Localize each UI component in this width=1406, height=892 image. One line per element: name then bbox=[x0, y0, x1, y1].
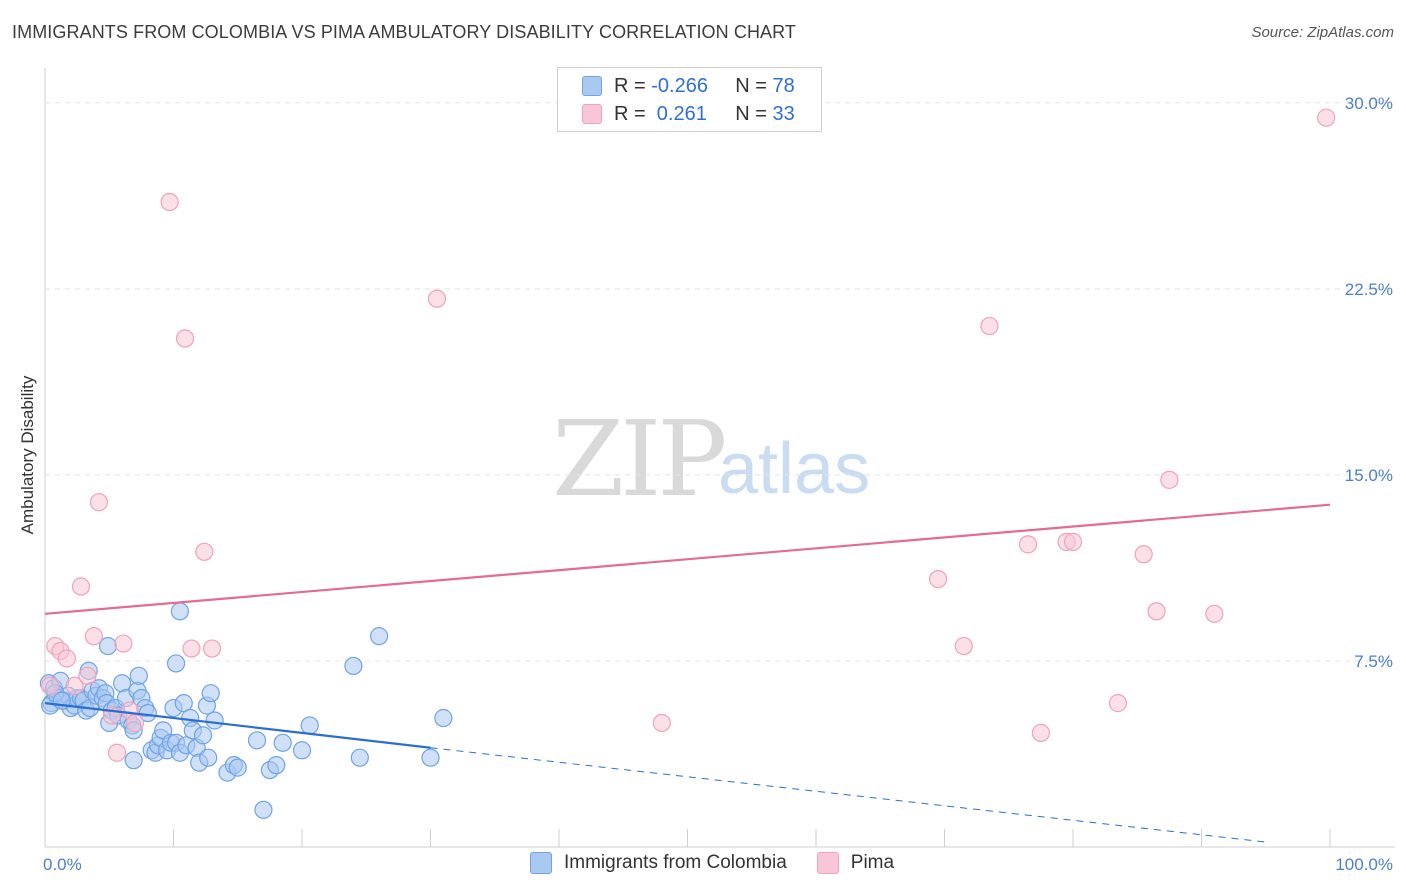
trendline-colombia-extension bbox=[430, 747, 1266, 843]
source-label: Source: ZipAtlas.com bbox=[1251, 24, 1394, 41]
data-point-pima bbox=[928, 569, 948, 589]
trendline-colombia bbox=[44, 702, 431, 749]
legend-swatch-blue bbox=[582, 76, 602, 96]
legend-item-pima: Pima bbox=[816, 852, 895, 874]
legend-label-pima: Pima bbox=[850, 852, 895, 873]
data-point-colombia bbox=[201, 684, 220, 703]
data-point-pima bbox=[114, 634, 133, 653]
y-tick-label: 30.0% bbox=[1345, 94, 1393, 113]
data-point-pima bbox=[182, 639, 201, 658]
legend-swatch-pink bbox=[582, 104, 602, 124]
legend-swatch-pima bbox=[816, 852, 839, 874]
data-point-colombia bbox=[205, 711, 224, 730]
watermark-atlas: atlas bbox=[718, 429, 871, 509]
data-point-colombia bbox=[199, 748, 218, 767]
data-point-colombia bbox=[124, 751, 143, 770]
data-point-colombia bbox=[300, 716, 319, 735]
data-point-pima bbox=[1063, 532, 1083, 551]
data-point-pima bbox=[427, 289, 447, 308]
data-point-pima bbox=[41, 676, 60, 695]
data-point-pima bbox=[1108, 694, 1128, 713]
data-point-colombia bbox=[267, 756, 286, 775]
trendline-pima bbox=[44, 503, 1331, 615]
data-point-pima bbox=[1018, 535, 1038, 554]
data-point-pima bbox=[125, 713, 145, 733]
correlation-legend: R = -0.266 N = 78 R = 0.261 N = 33 bbox=[557, 67, 822, 132]
data-point-colombia bbox=[292, 741, 312, 760]
legend-n-label-2: N = bbox=[735, 102, 773, 125]
y-tick-label: 15.0% bbox=[1345, 466, 1393, 485]
data-point-pima bbox=[84, 627, 103, 646]
data-point-colombia bbox=[129, 666, 148, 685]
data-point-colombia bbox=[112, 674, 132, 693]
data-point-pima bbox=[1205, 604, 1224, 623]
data-point-pima bbox=[1317, 108, 1336, 127]
legend-item-colombia: Immigrants from Colombia bbox=[530, 852, 787, 874]
data-point-pima bbox=[78, 666, 97, 685]
x-tick-label-max: 100.0% bbox=[1335, 855, 1393, 874]
data-point-colombia bbox=[434, 708, 453, 728]
legend-row-colombia: R = -0.266 N = 78 bbox=[582, 73, 795, 99]
legend-r-label-1: R = bbox=[614, 74, 652, 97]
data-point-pima bbox=[954, 636, 973, 656]
data-point-pima bbox=[107, 743, 127, 762]
data-point-pima bbox=[202, 639, 222, 658]
data-point-pima bbox=[652, 713, 671, 733]
data-point-pima bbox=[89, 493, 109, 512]
data-point-pima bbox=[1160, 470, 1179, 489]
data-point-pima bbox=[71, 577, 91, 596]
legend-row-pima: R = 0.261 N = 33 bbox=[582, 101, 795, 127]
data-point-pima bbox=[195, 542, 214, 561]
data-point-pima bbox=[980, 316, 999, 336]
data-point-pima bbox=[1031, 723, 1050, 742]
x-tick-label-min: 0.0% bbox=[43, 855, 82, 874]
data-point-pima bbox=[1147, 602, 1166, 621]
data-point-pima bbox=[57, 649, 76, 668]
y-tick-label: 7.5% bbox=[1354, 652, 1393, 671]
legend-n-label-1: N = bbox=[735, 74, 773, 97]
y-tick-label: 22.5% bbox=[1345, 280, 1393, 299]
data-point-colombia bbox=[254, 800, 273, 819]
watermark-zip: ZIP bbox=[552, 398, 727, 520]
data-point-colombia bbox=[193, 726, 213, 745]
data-point-pima bbox=[65, 676, 84, 695]
legend-r-label-2: R = bbox=[614, 102, 652, 125]
legend-r-value-2: 0.261 bbox=[651, 102, 707, 125]
legend-n-value-2: 33 bbox=[772, 102, 795, 125]
data-point-colombia bbox=[273, 733, 292, 752]
chart-title: IMMIGRANTS FROM COLOMBIA VS PIMA AMBULAT… bbox=[12, 22, 797, 42]
data-point-pima bbox=[1134, 545, 1153, 564]
data-point-colombia bbox=[247, 731, 267, 750]
data-point-pima bbox=[160, 192, 179, 212]
series-legend: Immigrants from Colombia Pima bbox=[530, 852, 924, 874]
data-point-colombia bbox=[170, 602, 190, 621]
data-point-colombia bbox=[228, 758, 247, 777]
data-point-colombia bbox=[370, 627, 389, 646]
data-point-colombia bbox=[166, 654, 186, 673]
legend-swatch-colombia bbox=[530, 852, 552, 874]
legend-label-colombia: Immigrants from Colombia bbox=[564, 852, 787, 873]
data-point-pima bbox=[175, 329, 195, 348]
legend-r-value-1: -0.266 bbox=[651, 74, 708, 97]
data-point-colombia bbox=[350, 748, 369, 767]
data-point-colombia bbox=[344, 656, 363, 676]
legend-n-value-1: 78 bbox=[772, 74, 795, 97]
data-point-colombia bbox=[421, 748, 440, 767]
